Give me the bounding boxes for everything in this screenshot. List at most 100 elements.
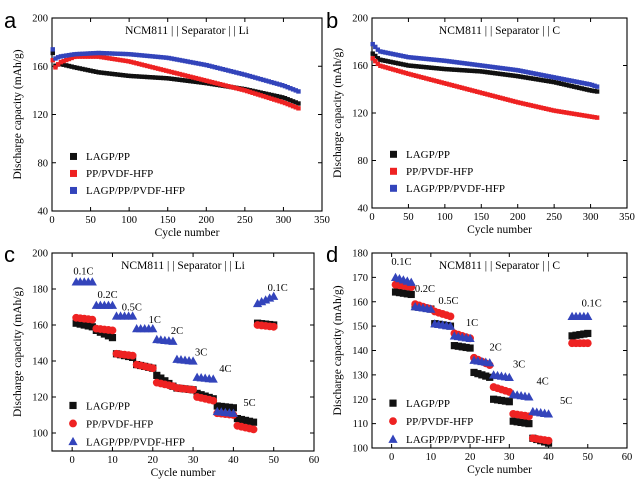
data-point — [373, 53, 378, 59]
data-point — [266, 92, 271, 97]
data-point — [398, 53, 403, 58]
data-point — [85, 67, 91, 73]
data-point — [163, 76, 169, 81]
data-point — [538, 77, 544, 83]
data-point — [556, 109, 562, 114]
data-point — [421, 75, 426, 81]
y-tick-label: 200 — [32, 249, 48, 260]
data-point — [571, 111, 577, 117]
data-point — [426, 304, 436, 313]
data-point — [91, 51, 96, 56]
data-point — [107, 300, 118, 309]
data-point — [411, 55, 416, 60]
data-point — [193, 75, 199, 81]
data-point — [76, 320, 84, 328]
data-point — [505, 66, 511, 72]
data-point — [120, 72, 126, 78]
y-axis-title: Discharge capacity (mAh/g) — [12, 287, 24, 417]
data-point — [549, 79, 554, 84]
data-point — [505, 97, 511, 102]
data-point — [190, 79, 196, 84]
data-point — [77, 66, 82, 71]
data-point — [108, 334, 117, 342]
x-tick-label: 30 — [188, 455, 199, 466]
data-point — [204, 78, 209, 84]
data-point — [148, 364, 157, 373]
data-point — [188, 59, 193, 65]
data-point — [459, 67, 465, 73]
data-point — [594, 84, 600, 89]
legend-label: PP/PVDF-HFP — [406, 416, 473, 428]
data-point — [166, 76, 172, 81]
data-point — [249, 418, 258, 426]
data-point — [513, 73, 518, 79]
data-point — [280, 95, 285, 100]
data-point — [594, 89, 600, 94]
data-point — [444, 81, 449, 86]
data-point — [88, 54, 93, 59]
panel-letter-c: c — [4, 242, 15, 267]
data-point — [426, 76, 432, 82]
data-point — [408, 55, 414, 60]
data-point — [296, 101, 301, 106]
data-point — [80, 51, 85, 57]
data-point — [174, 71, 180, 76]
data-point — [285, 97, 290, 102]
data-point — [465, 333, 475, 342]
data-point — [88, 51, 93, 56]
data-point — [594, 115, 600, 120]
data-point — [472, 68, 477, 74]
data-point — [93, 50, 99, 56]
data-point — [104, 332, 113, 340]
data-point — [258, 90, 263, 95]
data-point — [58, 54, 64, 59]
x-tick-label: 20 — [465, 452, 476, 463]
data-point — [571, 84, 577, 89]
y-tick-label: 120 — [32, 393, 48, 404]
data-point — [373, 58, 378, 64]
data-point — [541, 73, 546, 78]
data-point — [413, 73, 419, 79]
data-point — [226, 84, 231, 89]
data-point — [126, 59, 131, 64]
data-point — [429, 57, 434, 62]
data-point — [515, 68, 521, 73]
data-point — [177, 57, 182, 63]
data-point — [239, 71, 244, 77]
data-point — [583, 339, 592, 348]
data-point — [161, 55, 166, 60]
data-point — [510, 98, 516, 104]
y-tick-label: 40 — [38, 207, 49, 218]
data-point — [53, 56, 58, 61]
data-point — [533, 76, 539, 82]
data-point — [177, 71, 182, 77]
data-point — [526, 70, 531, 75]
data-point — [589, 82, 595, 88]
data-point — [188, 78, 193, 84]
data-point — [569, 78, 574, 83]
data-point — [533, 104, 539, 109]
x-tick-label: 100 — [437, 212, 453, 223]
rate-label: 3C — [195, 348, 207, 359]
data-point — [72, 65, 77, 70]
y-tick-label: 100 — [352, 444, 368, 455]
chart-panel-d: 0 10 20 30 40 50 60 100 110 120 130 140 150 160 170 180… — [332, 249, 632, 477]
data-point — [470, 368, 478, 377]
data-point — [485, 64, 490, 69]
data-point — [370, 41, 375, 47]
data-point — [190, 60, 196, 65]
x-tick-label: 50 — [85, 215, 96, 226]
x-tick-label: 0 — [369, 212, 374, 223]
data-point — [66, 56, 72, 62]
data-point — [582, 86, 587, 92]
data-point — [579, 112, 585, 118]
data-point — [84, 322, 92, 330]
data-point — [413, 55, 419, 61]
data-point — [501, 397, 509, 405]
data-point — [431, 78, 437, 83]
data-point — [500, 72, 505, 77]
data-point — [452, 67, 457, 72]
data-point — [93, 69, 99, 74]
data-point — [261, 77, 266, 83]
data-point — [201, 80, 207, 86]
